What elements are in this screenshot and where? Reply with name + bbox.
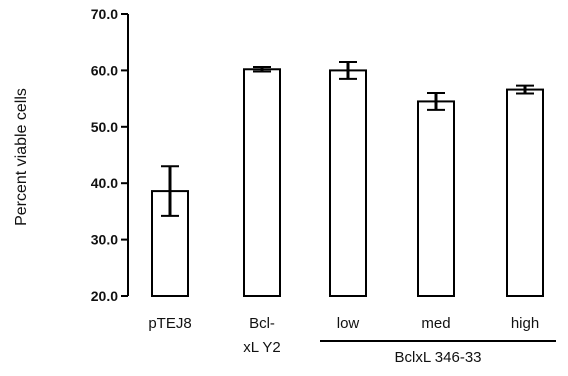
x-tick-label: med — [421, 315, 450, 332]
bar — [243, 68, 281, 297]
group-label: BclxL 346-33 — [395, 349, 482, 366]
y-axis-label: Percent viable cells — [13, 88, 30, 226]
bar — [506, 88, 544, 297]
y-tick-label: 70.0 — [91, 6, 118, 22]
x-tick-label: Bcl- — [249, 315, 275, 332]
x-tick-label: xL Y2 — [243, 339, 281, 356]
y-tick-label: 50.0 — [91, 119, 118, 135]
bars — [151, 60, 544, 298]
x-tick-label: low — [337, 315, 360, 332]
y-tick-label: 30.0 — [91, 232, 118, 248]
x-tick-label: high — [511, 315, 539, 332]
axes — [121, 13, 129, 297]
y-tick-label: 20.0 — [91, 288, 118, 304]
bar — [417, 100, 455, 297]
x-tick-label: pTEJ8 — [148, 315, 191, 332]
y-tick-label: 40.0 — [91, 175, 118, 191]
y-tick-label: 60.0 — [91, 62, 118, 78]
labels: 20.0 30.0 40.0 50.0 60.0 70.0 Percent viable c… — [13, 6, 556, 366]
bar — [329, 69, 367, 298]
